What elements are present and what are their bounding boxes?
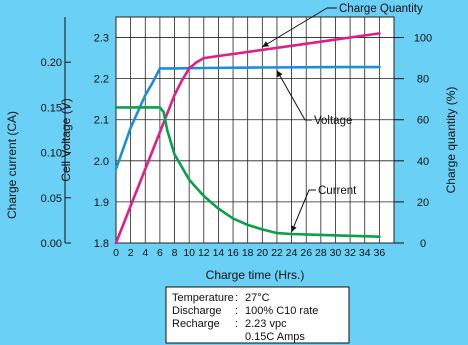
- quantity-tick-label: 0: [420, 238, 426, 250]
- axes-layer: 0 2 4 6 8 10 12 14 16 18 20 22 24 26 28 30 32 34 36Charge …: [5, 17, 458, 282]
- condition-separator: :: [235, 318, 238, 330]
- current-tick-label: 0.00: [41, 238, 62, 250]
- x-tick-label: 14: [213, 247, 225, 259]
- current-axis-label: Charge current (CA): [5, 111, 19, 219]
- current-tick-label: 0.05: [41, 193, 62, 205]
- condition-label: Discharge: [172, 305, 222, 317]
- annotation-charge-quantity: Charge Quantity: [339, 3, 423, 15]
- grid: [115, 17, 394, 244]
- x-tick-label: 4: [142, 247, 148, 259]
- condition-label: Temperature: [172, 292, 234, 304]
- condition-separator: :: [235, 292, 238, 304]
- series-line-current: [114, 106, 381, 238]
- x-tick-label: 34: [359, 247, 371, 259]
- voltage-tick-label: 2.3: [94, 33, 109, 45]
- x-tick-label: 22: [271, 247, 283, 259]
- voltage-axis-label: Cell Voltage (V): [59, 98, 73, 181]
- leader-voltage: [276, 70, 306, 121]
- condition-value: 2.23 vpc: [245, 318, 287, 330]
- x-tick-label: 28: [315, 247, 327, 259]
- series-line-charge-quantity: [114, 32, 381, 245]
- quantity-axis-label: Charge quantity (%): [444, 87, 458, 194]
- quantity-tick-label: 40: [417, 156, 429, 168]
- leader-charge-quantity-arrowhead: [262, 41, 270, 47]
- voltage-tick-label: 2.2: [94, 74, 109, 86]
- annotation-layer: Charge Quantity Voltage Current: [262, 3, 423, 233]
- condition-label: Recharge: [172, 318, 220, 330]
- x-tick-label: 18: [242, 247, 254, 259]
- series-layer: [114, 32, 381, 245]
- x-tick-label: 0: [113, 247, 119, 259]
- voltage-tick-label: 1.8: [94, 238, 109, 250]
- series-line-voltage: [114, 65, 381, 171]
- condition-value: 100% C10 rate: [245, 305, 318, 317]
- x-tick-label: 12: [198, 247, 210, 259]
- x-tick-label: 36: [374, 247, 386, 259]
- conditions-box-frame: [165, 286, 350, 344]
- leader-current-arrowhead: [291, 225, 297, 232]
- x-tick-label: 32: [344, 247, 356, 259]
- quantity-tick-label: 60: [417, 115, 429, 127]
- current-tick-label: 0.15: [41, 102, 62, 114]
- x-tick-label: 8: [172, 247, 178, 259]
- annotation-current: Current: [318, 185, 357, 197]
- plot-area: [116, 17, 394, 243]
- x-tick-label: 26: [300, 247, 312, 259]
- x-tick-label: 30: [330, 247, 342, 259]
- quantity-tick-label: 100: [414, 33, 432, 45]
- quantity-tick-label: 80: [417, 74, 429, 86]
- voltage-tick-label: 1.9: [94, 197, 109, 209]
- leader-voltage-arrowhead: [276, 70, 283, 78]
- condition-value: 27°C: [245, 292, 270, 304]
- x-tick-label: 20: [256, 247, 268, 259]
- voltage-tick-label: 2.0: [94, 156, 109, 168]
- condition-separator: :: [235, 305, 238, 317]
- x-axis-label: Charge time (Hrs.): [206, 268, 305, 282]
- quantity-tick-label: 20: [417, 197, 429, 209]
- x-tick-label: 2: [128, 247, 134, 259]
- current-tick-label: 0.10: [41, 148, 62, 160]
- x-tick-label: 16: [227, 247, 239, 259]
- annotation-voltage: Voltage: [314, 115, 352, 127]
- x-tick-label: 24: [286, 247, 298, 259]
- plot-frame: [115, 16, 395, 244]
- leader-current: [291, 189, 310, 233]
- current-tick-label: 0.20: [41, 57, 62, 69]
- x-tick-label: 6: [157, 247, 163, 259]
- voltage-tick-label: 2.1: [94, 115, 109, 127]
- leader-charge-quantity: [262, 7, 328, 48]
- condition-value: 0.15C Amps: [245, 331, 305, 343]
- x-tick-label: 10: [183, 247, 195, 259]
